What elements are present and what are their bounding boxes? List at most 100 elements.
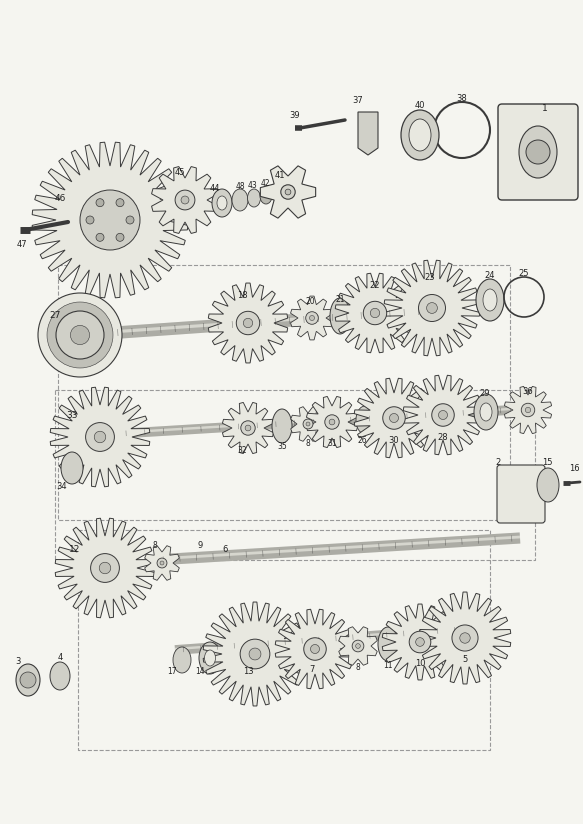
Ellipse shape bbox=[272, 409, 292, 443]
Ellipse shape bbox=[232, 189, 248, 211]
Text: 4: 4 bbox=[57, 653, 62, 662]
Ellipse shape bbox=[483, 289, 497, 311]
Circle shape bbox=[452, 625, 478, 651]
Text: 12: 12 bbox=[69, 545, 80, 555]
Polygon shape bbox=[152, 166, 219, 233]
Ellipse shape bbox=[519, 126, 557, 178]
Circle shape bbox=[90, 554, 120, 583]
Circle shape bbox=[427, 302, 437, 313]
Circle shape bbox=[285, 190, 291, 195]
Ellipse shape bbox=[474, 394, 498, 430]
Circle shape bbox=[460, 633, 470, 644]
Text: 24: 24 bbox=[484, 270, 495, 279]
Circle shape bbox=[181, 196, 189, 204]
Ellipse shape bbox=[217, 196, 227, 210]
Text: 20: 20 bbox=[305, 297, 315, 307]
Text: 27: 27 bbox=[50, 311, 61, 320]
Circle shape bbox=[416, 638, 424, 646]
Text: 22: 22 bbox=[370, 282, 380, 291]
Polygon shape bbox=[335, 274, 415, 353]
Text: 37: 37 bbox=[353, 96, 363, 105]
Text: 46: 46 bbox=[54, 194, 66, 203]
Text: 25: 25 bbox=[519, 269, 529, 278]
Circle shape bbox=[310, 316, 314, 321]
Circle shape bbox=[47, 302, 113, 368]
Circle shape bbox=[56, 311, 104, 359]
Circle shape bbox=[100, 210, 120, 230]
Circle shape bbox=[236, 311, 259, 335]
Circle shape bbox=[306, 422, 310, 426]
Circle shape bbox=[86, 423, 114, 452]
Ellipse shape bbox=[16, 664, 40, 696]
Polygon shape bbox=[339, 627, 377, 665]
Circle shape bbox=[71, 325, 90, 344]
Text: 30: 30 bbox=[389, 436, 399, 444]
FancyBboxPatch shape bbox=[498, 104, 578, 200]
Text: 47: 47 bbox=[17, 240, 27, 249]
Text: 39: 39 bbox=[290, 110, 300, 119]
Circle shape bbox=[96, 199, 104, 207]
Circle shape bbox=[86, 196, 134, 244]
Polygon shape bbox=[55, 518, 155, 618]
Circle shape bbox=[305, 311, 318, 325]
Circle shape bbox=[160, 561, 164, 565]
Circle shape bbox=[311, 644, 319, 653]
Circle shape bbox=[521, 403, 535, 417]
Text: 31: 31 bbox=[327, 438, 337, 447]
Ellipse shape bbox=[480, 403, 492, 421]
Circle shape bbox=[419, 294, 445, 321]
Text: 41: 41 bbox=[275, 171, 285, 180]
Polygon shape bbox=[32, 143, 188, 297]
Text: 43: 43 bbox=[247, 180, 257, 190]
Text: 38: 38 bbox=[456, 93, 468, 102]
Text: 14: 14 bbox=[195, 667, 205, 677]
Ellipse shape bbox=[212, 189, 232, 217]
Circle shape bbox=[409, 631, 431, 653]
Ellipse shape bbox=[50, 662, 70, 690]
Polygon shape bbox=[307, 396, 357, 447]
Text: 3: 3 bbox=[15, 658, 20, 667]
Polygon shape bbox=[203, 602, 307, 706]
Ellipse shape bbox=[537, 468, 559, 502]
Polygon shape bbox=[403, 375, 483, 455]
Circle shape bbox=[356, 644, 360, 648]
Polygon shape bbox=[504, 386, 552, 433]
Polygon shape bbox=[354, 378, 434, 458]
Text: 8: 8 bbox=[305, 438, 310, 447]
Ellipse shape bbox=[378, 627, 398, 661]
Polygon shape bbox=[384, 260, 480, 356]
Text: 40: 40 bbox=[415, 101, 425, 110]
Text: 45: 45 bbox=[175, 167, 185, 176]
Circle shape bbox=[281, 185, 295, 199]
Circle shape bbox=[80, 190, 140, 250]
Text: 29: 29 bbox=[480, 388, 490, 397]
Circle shape bbox=[175, 190, 195, 210]
Circle shape bbox=[86, 216, 94, 224]
Ellipse shape bbox=[260, 188, 272, 204]
Circle shape bbox=[304, 638, 326, 660]
Ellipse shape bbox=[61, 452, 83, 484]
Circle shape bbox=[245, 425, 251, 431]
Text: 23: 23 bbox=[424, 274, 436, 283]
Polygon shape bbox=[275, 609, 355, 689]
Text: 11: 11 bbox=[383, 661, 393, 669]
Polygon shape bbox=[261, 166, 315, 218]
Polygon shape bbox=[382, 604, 458, 680]
Text: 26: 26 bbox=[357, 436, 367, 444]
Text: 48: 48 bbox=[235, 181, 245, 190]
Circle shape bbox=[438, 410, 448, 419]
Circle shape bbox=[38, 293, 122, 377]
Circle shape bbox=[99, 562, 111, 574]
Circle shape bbox=[96, 233, 104, 241]
FancyBboxPatch shape bbox=[497, 465, 545, 523]
Text: 21: 21 bbox=[335, 296, 345, 305]
Ellipse shape bbox=[199, 642, 221, 674]
Ellipse shape bbox=[356, 406, 374, 434]
Circle shape bbox=[116, 199, 124, 207]
Circle shape bbox=[303, 419, 313, 429]
Circle shape bbox=[325, 414, 339, 429]
Text: 15: 15 bbox=[542, 457, 552, 466]
Polygon shape bbox=[50, 387, 150, 487]
Polygon shape bbox=[291, 407, 325, 442]
Text: 7: 7 bbox=[310, 666, 315, 675]
